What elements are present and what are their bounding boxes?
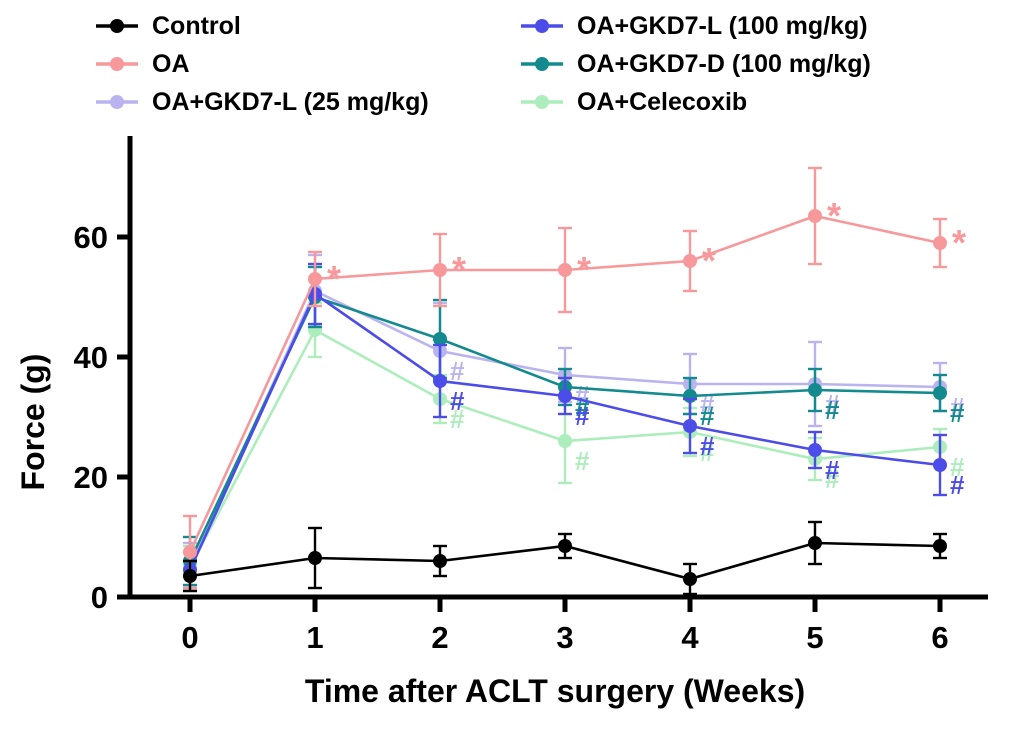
y-tick-label: 40 (74, 340, 108, 375)
significance-hash: # (825, 395, 840, 425)
data-point (558, 434, 572, 448)
data-point (183, 545, 197, 559)
data-point (683, 419, 697, 433)
x-tick-label: 0 (181, 620, 198, 655)
data-point (433, 554, 447, 568)
data-point (558, 389, 572, 403)
legend-line-dot-icon (96, 95, 138, 109)
x-tick-label: 3 (556, 620, 573, 655)
significance-hash: # (450, 386, 465, 416)
data-point (808, 209, 822, 223)
legend-column-right: OA+GKD7-L (100 mg/kg) OA+GKD7-D (100 mg/k… (521, 12, 871, 116)
data-point (433, 374, 447, 388)
significance-hash: # (450, 404, 465, 434)
series-0 (183, 520, 947, 596)
significance-hash: # (450, 356, 465, 386)
data-point (558, 539, 572, 553)
significance-star: * (952, 222, 966, 263)
series-2: ## # # # (183, 253, 965, 593)
significance-hash: # (575, 401, 590, 431)
significance-hash: # (825, 389, 840, 419)
x-tick-label: 1 (306, 620, 323, 655)
legend-line-dot-icon (521, 95, 563, 109)
y-tick-label: 20 (74, 460, 108, 495)
legend-item: OA+GKD7-L (100 mg/kg) (521, 12, 871, 40)
legend-item: OA+GKD7-D (100 mg/kg) (521, 50, 871, 78)
significance-star: * (327, 258, 341, 299)
legend-line-dot-icon (96, 19, 138, 33)
data-point (808, 443, 822, 457)
legend-item: OA+GKD7-L (25 mg/kg) (96, 88, 521, 116)
significance-hash: # (700, 437, 715, 467)
legend-label: Control (152, 12, 241, 40)
x-tick-label: 2 (431, 620, 448, 655)
significance-hash: # (700, 431, 715, 461)
significance-star: * (452, 249, 466, 290)
significance-star: * (827, 195, 841, 236)
legend: Control OA OA+GKD7-L (25 mg/kg) OA+GKD7-L … (0, 0, 1020, 116)
data-point (308, 551, 322, 565)
y-tick-label: 60 (74, 220, 108, 255)
series-4: # # # # (183, 265, 965, 587)
data-point (433, 263, 447, 277)
data-point (558, 263, 572, 277)
significance-hash: # (825, 455, 840, 485)
data-point (308, 272, 322, 286)
legend-label: OA (152, 50, 190, 78)
significance-hash: # (950, 392, 965, 422)
data-point (683, 572, 697, 586)
x-tick-label: 4 (681, 620, 699, 655)
data-point (808, 536, 822, 550)
data-point (933, 236, 947, 250)
legend-item: Control (96, 12, 521, 40)
significance-star: * (577, 249, 591, 290)
data-point (933, 539, 947, 553)
series-5: ## ## # (183, 301, 965, 590)
significance-hash: # (700, 401, 715, 431)
legend-label: OA+Celecoxib (577, 88, 748, 116)
significance-hash: # (950, 398, 965, 428)
legend-label: OA+GKD7-L (25 mg/kg) (152, 88, 429, 116)
data-point (683, 254, 697, 268)
significance-hash: # (950, 470, 965, 500)
legend-item: OA+Celecoxib (521, 88, 871, 116)
series-1: * * * * * * (183, 166, 966, 590)
x-tick-label: 6 (931, 620, 948, 655)
x-axis-label: Time after ACLT surgery (Weeks) (305, 673, 805, 709)
legend-line-dot-icon (96, 57, 138, 71)
data-point (933, 458, 947, 472)
significance-hash: # (950, 452, 965, 482)
y-axis-label: Force (g) (15, 354, 51, 491)
significance-hash: # (825, 464, 840, 494)
significance-star: * (702, 240, 716, 281)
legend-line-dot-icon (521, 57, 563, 71)
data-point (933, 386, 947, 400)
x-tick-label: 5 (806, 620, 823, 655)
data-point (183, 569, 197, 583)
legend-label: OA+GKD7-D (100 mg/kg) (577, 50, 871, 78)
legend-label: OA+GKD7-L (100 mg/kg) (577, 12, 868, 40)
legend-line-dot-icon (521, 19, 563, 33)
legend-item: OA (96, 50, 521, 78)
data-point (433, 332, 447, 346)
significance-hash: # (575, 446, 590, 476)
y-tick-label: 0 (91, 580, 108, 615)
data-point (808, 383, 822, 397)
legend-column-left: Control OA OA+GKD7-L (25 mg/kg) (96, 12, 521, 116)
